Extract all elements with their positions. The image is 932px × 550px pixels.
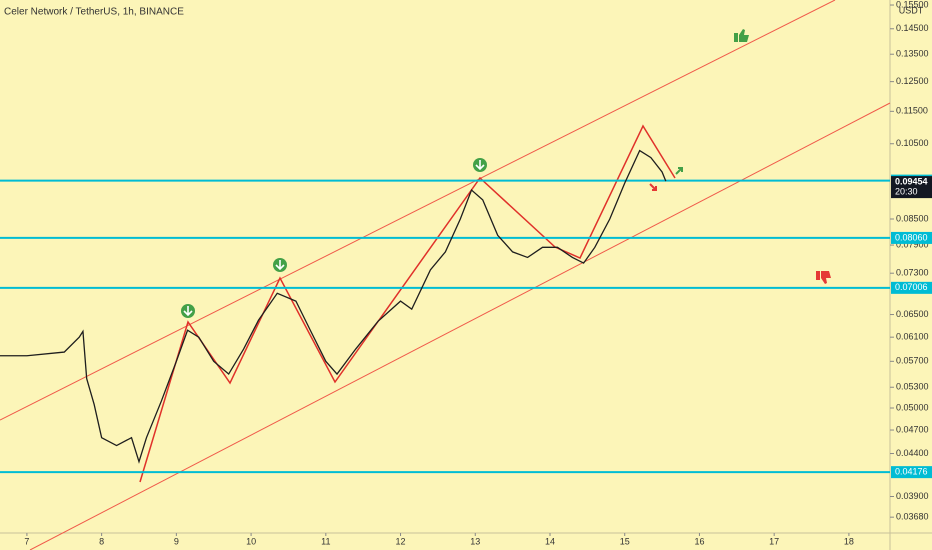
y-tick-label: 0.07300 — [896, 268, 929, 278]
y-tick-label: 0.03900 — [896, 491, 929, 501]
price-tag-time: 20:30 — [895, 186, 918, 196]
x-tick-label: 11 — [321, 536, 330, 546]
y-tick-label: 0.05700 — [896, 356, 929, 366]
channel-line — [0, 0, 836, 421]
channel-line — [29, 102, 891, 550]
y-tick-label: 0.08500 — [896, 213, 929, 223]
signal-icons — [181, 29, 831, 318]
y-tick-label: 0.05000 — [896, 402, 929, 412]
y-tick-label: 0.10500 — [896, 138, 929, 148]
level-label: 0.07006 — [895, 282, 928, 292]
x-tick-label: 17 — [769, 536, 779, 546]
y-tick-label: 0.04400 — [896, 448, 929, 458]
price-tag — [891, 176, 932, 199]
x-tick-label: 7 — [24, 536, 29, 546]
level-tag — [891, 281, 932, 294]
x-tick-label: 12 — [396, 536, 406, 546]
y-tick-label: 0.11500 — [896, 106, 928, 116]
x-tick-label: 13 — [470, 536, 480, 546]
x-tick-label: 15 — [620, 536, 630, 546]
y-tick-label: 0.13500 — [896, 49, 929, 59]
y-tick-label: 0.03680 — [896, 512, 929, 522]
y-tick-label: 0.07900 — [896, 239, 929, 249]
x-tick-label: 18 — [844, 536, 854, 546]
y-tick-label: 0.06100 — [896, 332, 929, 342]
y-tick-label: 0.06500 — [896, 309, 929, 319]
y-tick-label: 0.04700 — [896, 424, 929, 434]
x-tick-label: 14 — [545, 536, 555, 546]
zigzag — [139, 124, 676, 483]
x-tick-label: 10 — [246, 536, 256, 546]
y-unit: USDT — [899, 5, 924, 15]
level-label: 0.08060 — [895, 232, 928, 242]
y-tick-label: 0.15500 — [896, 0, 929, 9]
price-line — [0, 149, 667, 464]
y-tick-label: 0.14500 — [896, 23, 929, 33]
y-tick-label: 0.05300 — [896, 382, 929, 392]
x-tick-label: 16 — [694, 536, 704, 546]
level-label: 0.04176 — [895, 467, 928, 477]
price-tag-label: 0.09454 — [895, 176, 928, 186]
chart-title: Celer Network / TetherUS, 1h, BINANCE — [4, 7, 184, 18]
level-tag — [891, 231, 932, 244]
x-tick-label: 9 — [174, 536, 179, 546]
level-tag — [891, 466, 932, 479]
y-tick-label: 0.12500 — [896, 76, 929, 86]
x-tick-label: 8 — [99, 536, 104, 546]
